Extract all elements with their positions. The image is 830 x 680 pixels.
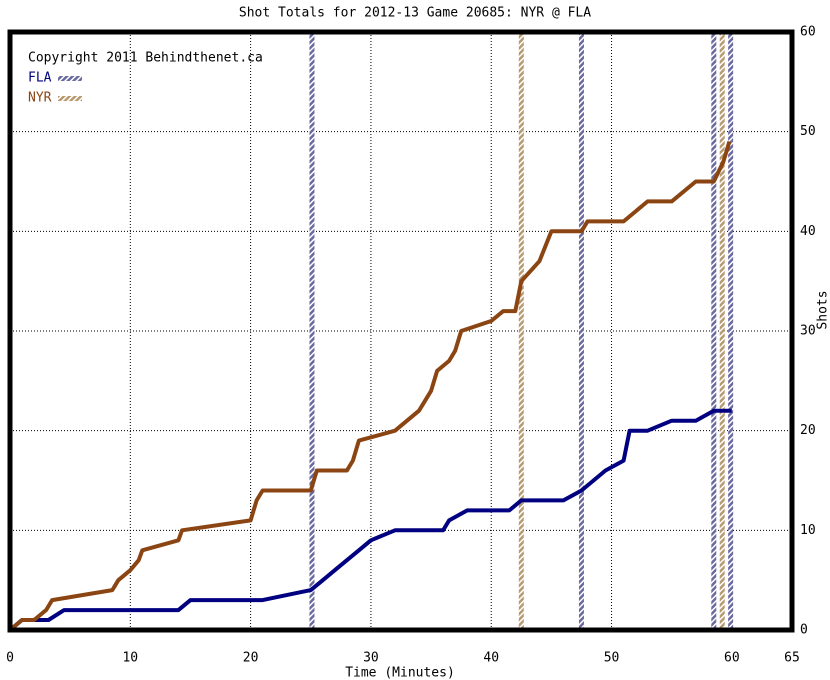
annotation: Copyright 2011 Behindthenet.ca bbox=[28, 51, 263, 66]
series-line bbox=[8, 141, 732, 632]
x-axis-label: Time (Minutes) bbox=[345, 666, 455, 680]
y-tick-label: 20 bbox=[800, 423, 816, 438]
x-tick-label: 10 bbox=[122, 651, 138, 666]
y-tick-label: 0 bbox=[800, 623, 808, 638]
legend-swatch bbox=[58, 76, 82, 81]
y-tick-label: 60 bbox=[800, 25, 816, 40]
y-axis-label: Shots bbox=[816, 290, 830, 329]
x-tick-label: 20 bbox=[243, 651, 259, 666]
legend-swatch bbox=[58, 96, 82, 101]
x-tick-label: 40 bbox=[483, 651, 499, 666]
x-tick-label: 30 bbox=[363, 651, 379, 666]
x-tick-label: 60 bbox=[724, 651, 740, 666]
goal-line bbox=[578, 32, 584, 630]
y-tick-label: 30 bbox=[800, 324, 816, 339]
chart-title: Shot Totals for 2012-13 Game 20685: NYR … bbox=[239, 6, 591, 21]
y-tick-label: 10 bbox=[800, 523, 816, 538]
goal-line bbox=[518, 32, 524, 630]
x-tick-label: 65 bbox=[784, 651, 800, 666]
x-tick-label: 50 bbox=[604, 651, 620, 666]
plot-frame bbox=[7, 29, 795, 633]
series-line bbox=[8, 408, 732, 632]
goal-line bbox=[728, 32, 734, 630]
goal-line bbox=[719, 32, 725, 630]
y-tick-label: 40 bbox=[800, 224, 816, 239]
goal-line bbox=[309, 32, 315, 630]
legend-label: NYR bbox=[28, 91, 52, 106]
y-tick-label: 50 bbox=[800, 124, 816, 139]
x-tick-label: 0 bbox=[6, 651, 14, 666]
goal-line bbox=[711, 32, 717, 630]
legend-label: FLA bbox=[28, 71, 52, 86]
